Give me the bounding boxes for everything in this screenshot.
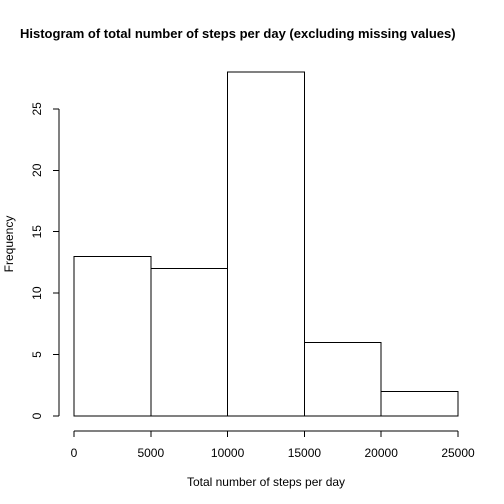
y-axis: 0 5 10 15 20 25 <box>30 102 60 419</box>
chart-title: Histogram of total number of steps per d… <box>20 26 456 41</box>
y-tick-label-1: 5 <box>30 351 44 358</box>
histogram-bar-4 <box>380 390 459 417</box>
histogram-bar-2 <box>227 71 305 417</box>
x-tick-label-2: 10000 <box>211 446 245 460</box>
histogram-bar-1 <box>150 268 229 417</box>
x-tick-label-0: 0 <box>71 446 78 460</box>
x-tick-label-4: 20000 <box>365 446 399 460</box>
y-tick-label-0: 0 <box>30 412 44 419</box>
x-axis: 0 5000 10000 15000 20000 25000 <box>71 430 475 460</box>
x-tick-label-3: 15000 <box>288 446 322 460</box>
histogram-bar-0 <box>73 255 152 417</box>
histogram-bars <box>73 71 459 417</box>
y-tick-label-5: 25 <box>30 102 44 116</box>
y-tick-label-2: 10 <box>30 286 44 300</box>
x-tick-label-1: 5000 <box>137 446 164 460</box>
histogram-bar-3 <box>303 341 382 417</box>
y-tick-label-4: 20 <box>30 163 44 177</box>
x-tick-label-5: 25000 <box>441 446 475 460</box>
x-axis-label: Total number of steps per day <box>187 475 345 489</box>
y-axis-label: Frequency <box>2 216 16 273</box>
y-tick-label-3: 15 <box>30 225 44 239</box>
